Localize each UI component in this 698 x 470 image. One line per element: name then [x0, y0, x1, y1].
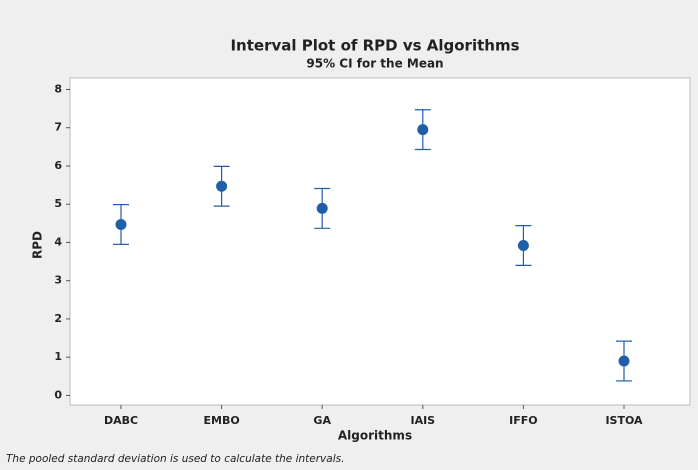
mean-point [618, 355, 630, 367]
y-tick-label: 4 [54, 235, 62, 248]
mean-point [216, 180, 228, 192]
x-tick-label: GA [313, 414, 331, 427]
x-tick-label: ISTOA [605, 414, 643, 427]
x-axis-label: Algorithms [338, 429, 412, 443]
mean-point [517, 240, 529, 252]
y-axis-label: RPD [31, 231, 45, 259]
mean-point [316, 202, 328, 214]
plot-area [69, 77, 691, 406]
x-tick-label: IAIS [410, 414, 435, 427]
y-tick-label: 0 [54, 388, 62, 401]
y-tick-label: 5 [54, 197, 62, 210]
mean-point [115, 218, 127, 230]
y-tick-label: 1 [54, 350, 62, 363]
x-tick-label: DABC [104, 414, 138, 427]
mean-point [417, 124, 429, 136]
chart-subtitle: 95% CI for the Mean [306, 57, 443, 71]
x-tick-label: IFFO [509, 414, 537, 427]
footnote: The pooled standard deviation is used to… [6, 453, 344, 465]
y-tick-label: 7 [54, 121, 62, 134]
y-tick-label: 3 [54, 274, 62, 287]
chart-title: Interval Plot of RPD vs Algorithms [230, 37, 519, 55]
x-tick-label: EMBO [203, 414, 239, 427]
y-tick-label: 8 [54, 82, 62, 95]
y-tick-label: 6 [54, 159, 62, 172]
y-tick-label: 2 [54, 312, 62, 325]
